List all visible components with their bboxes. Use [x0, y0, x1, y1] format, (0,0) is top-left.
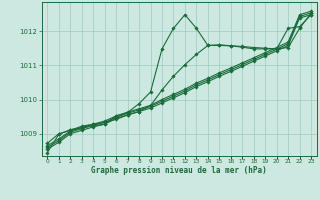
- X-axis label: Graphe pression niveau de la mer (hPa): Graphe pression niveau de la mer (hPa): [91, 166, 267, 175]
